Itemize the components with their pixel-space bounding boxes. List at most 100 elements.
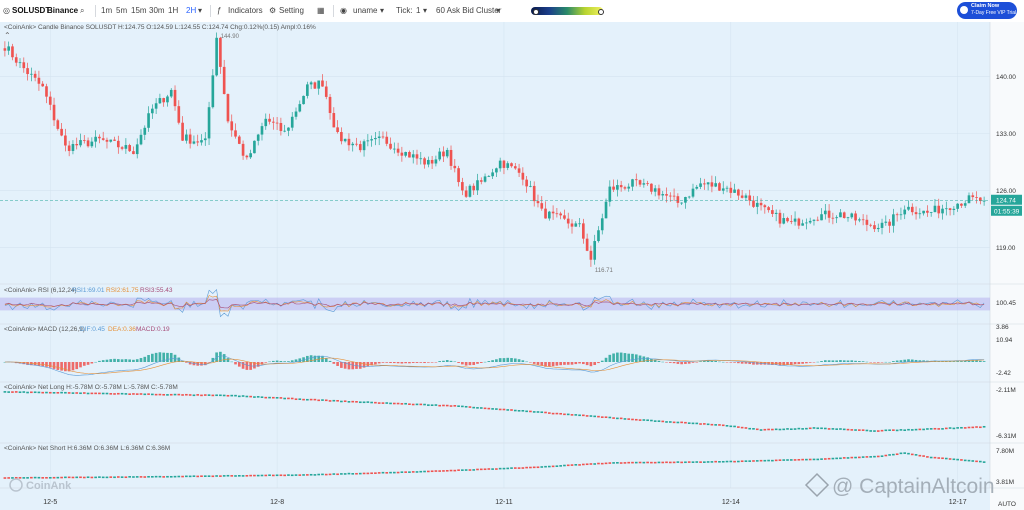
macd-histogram-bar bbox=[400, 362, 404, 364]
net-short-mark bbox=[468, 469, 472, 471]
net-short-mark bbox=[782, 459, 786, 461]
net-long-mark bbox=[90, 392, 94, 395]
macd-histogram-bar bbox=[642, 356, 646, 362]
net-short-mark bbox=[419, 470, 423, 473]
candle bbox=[600, 213, 604, 235]
net-long-mark bbox=[355, 401, 358, 403]
cluster-selector[interactable]: 60 Ask Bid Cluster bbox=[436, 6, 502, 15]
symbol-icon[interactable]: ◎ bbox=[3, 6, 10, 15]
indicators-button[interactable]: Indicators bbox=[228, 6, 263, 15]
candle bbox=[120, 145, 124, 151]
net-long-mark bbox=[249, 395, 252, 398]
net-long-mark bbox=[888, 429, 891, 432]
net-long-mark bbox=[264, 396, 268, 399]
net-short-mark bbox=[26, 477, 29, 479]
chevron-down-icon[interactable]: ▾ bbox=[198, 6, 203, 15]
uname-selector[interactable]: uname bbox=[353, 6, 378, 15]
net-short-mark bbox=[215, 475, 218, 477]
candle bbox=[237, 135, 241, 145]
search-icon[interactable]: ⌕ bbox=[80, 6, 85, 15]
candle bbox=[479, 177, 483, 185]
net-long-mark bbox=[551, 412, 555, 415]
chevron-down-icon[interactable]: ▾ bbox=[423, 6, 428, 15]
candle bbox=[26, 62, 29, 81]
candle-legend[interactable]: <CoinAnk> Candle Binance SOLUSDT H:124.7… bbox=[4, 24, 316, 31]
auto-scale-toggle[interactable]: AUTO bbox=[998, 501, 1016, 508]
macd-histogram-bar bbox=[385, 362, 389, 363]
net-long-mark bbox=[336, 399, 339, 402]
timeframe-1h[interactable]: 1H bbox=[168, 6, 179, 15]
net-short-mark bbox=[547, 465, 551, 468]
scale-handle-right[interactable] bbox=[598, 9, 604, 15]
chevron-down-icon[interactable]: ▾ bbox=[496, 6, 501, 15]
macd-histogram-bar bbox=[328, 360, 332, 362]
eye-icon[interactable]: ◉ bbox=[340, 6, 347, 15]
macd-histogram-bar bbox=[135, 359, 139, 362]
candle bbox=[578, 217, 581, 228]
timeframe-2h[interactable]: 2H bbox=[186, 6, 197, 15]
net-long-mark bbox=[241, 395, 245, 397]
net-long-mark bbox=[831, 428, 835, 430]
macd-legend[interactable]: <CoinAnk> MACD (12,26,9) bbox=[4, 326, 85, 333]
net-long-mark bbox=[691, 422, 695, 425]
net-long-mark bbox=[464, 405, 468, 408]
timeframe-5m[interactable]: 5m bbox=[116, 6, 128, 15]
macd-histogram-bar bbox=[336, 362, 339, 366]
candle bbox=[343, 138, 347, 143]
net-long-mark bbox=[71, 392, 75, 394]
timeframe-30m[interactable]: 30m bbox=[149, 6, 165, 15]
timeframe-1m[interactable]: 1m bbox=[101, 6, 113, 15]
macd-histogram-bar bbox=[748, 362, 752, 365]
candle bbox=[812, 219, 816, 226]
net-long-mark bbox=[423, 403, 426, 406]
net-long-mark bbox=[502, 408, 506, 411]
tick-value[interactable]: 1 bbox=[416, 6, 421, 15]
exchange-label[interactable]: Binance bbox=[47, 6, 79, 15]
candle bbox=[929, 211, 933, 217]
candle bbox=[638, 179, 642, 187]
chart-area[interactable]: <CoinAnk> RSI (6,12,24)RSI1:69.01 RSI2:61… bbox=[0, 22, 1024, 510]
gear-icon[interactable]: ⚙ bbox=[269, 6, 277, 15]
candle bbox=[589, 245, 593, 267]
indicators-icon[interactable]: ƒ bbox=[217, 6, 222, 15]
candle bbox=[275, 117, 279, 131]
collapse-arrow-icon[interactable]: ⌃ bbox=[4, 31, 11, 40]
net-short-mark bbox=[79, 476, 82, 479]
net-long-mark bbox=[827, 428, 831, 430]
net-long-mark bbox=[309, 398, 313, 401]
layout-grid-icon[interactable]: ▦ bbox=[317, 6, 325, 15]
symbol-label[interactable]: SOLUSDT bbox=[12, 6, 51, 15]
net-short-mark bbox=[585, 463, 589, 466]
candle bbox=[90, 137, 94, 148]
macd-histogram-bar bbox=[529, 362, 532, 363]
net-long-mark bbox=[963, 427, 967, 429]
timeframe-15m[interactable]: 15m bbox=[131, 6, 147, 15]
net-short-mark bbox=[11, 477, 14, 479]
setting-button[interactable]: Setting bbox=[279, 6, 304, 15]
net-short-mark bbox=[555, 465, 559, 468]
rsi-legend[interactable]: <CoinAnk> RSI (6,12,24) bbox=[4, 287, 77, 294]
net-long-mark bbox=[797, 427, 801, 430]
net-long-mark bbox=[642, 419, 646, 421]
net-long-legend[interactable]: <CoinAnk> Net Long H:-5.78M O:-5.78M L:-… bbox=[4, 384, 178, 391]
macd-histogram-bar bbox=[691, 362, 695, 363]
last-price-tag: 124.74 bbox=[996, 197, 1016, 204]
macd-histogram-bar bbox=[457, 362, 460, 363]
candle bbox=[801, 219, 804, 226]
scale-handle-left[interactable] bbox=[533, 9, 539, 15]
candle bbox=[60, 123, 63, 137]
macd-histogram-bar bbox=[676, 362, 680, 364]
net-short-legend[interactable]: <CoinAnk> Net Short H:6.36M O:6.36M L:6.… bbox=[4, 445, 170, 452]
heatmap-color-scale[interactable] bbox=[531, 7, 603, 15]
claim-vip-button[interactable]: Claim Now 7-Day Free VIP Trial bbox=[957, 2, 1017, 19]
macd-histogram-bar bbox=[585, 362, 589, 366]
net-long-mark bbox=[185, 393, 188, 396]
net-short-mark bbox=[173, 475, 177, 478]
chevron-down-icon[interactable]: ▾ bbox=[380, 6, 385, 15]
candle bbox=[294, 107, 298, 120]
macd-histogram-bar bbox=[532, 362, 536, 364]
net-long-mark bbox=[33, 391, 37, 394]
macd-histogram-bar bbox=[408, 362, 411, 364]
net-long-mark bbox=[479, 407, 483, 409]
macd-histogram-bar bbox=[392, 362, 396, 364]
